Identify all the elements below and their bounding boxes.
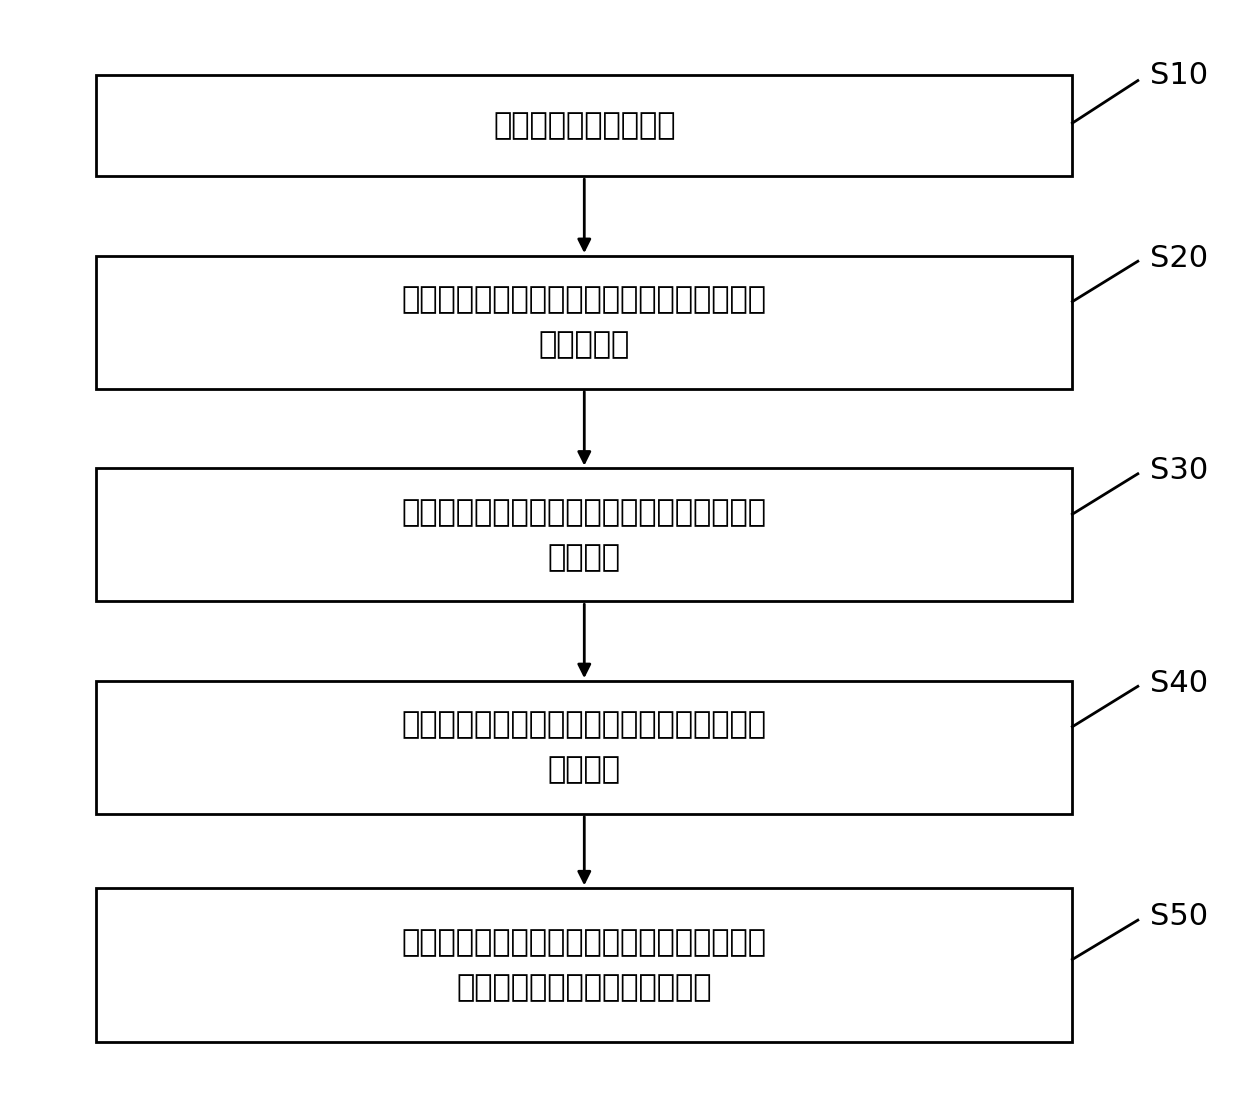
Text: 根据表面纹理图像，确定脸部图像的脸部轮廓: 根据表面纹理图像，确定脸部图像的脸部轮廓: [402, 498, 766, 527]
Text: 肉纹理图像: 肉纹理图像: [538, 330, 630, 359]
Text: S40: S40: [1149, 669, 1208, 697]
Text: S30: S30: [1149, 456, 1208, 485]
Text: S50: S50: [1149, 902, 1208, 931]
Text: 对称情况: 对称情况: [548, 542, 621, 571]
Text: S10: S10: [1149, 61, 1208, 90]
Text: 根据脸部轮廓对称情况和脸部肌肉对称情况，: 根据脸部轮廓对称情况和脸部肌肉对称情况，: [402, 929, 766, 958]
Text: 根据肌肉纹理图像，确定脸部图像的脸部肌肉: 根据肌肉纹理图像，确定脸部图像的脸部肌肉: [402, 711, 766, 739]
FancyBboxPatch shape: [97, 681, 1073, 814]
FancyBboxPatch shape: [97, 256, 1073, 389]
Text: 对称情况: 对称情况: [548, 755, 621, 784]
FancyBboxPatch shape: [97, 75, 1073, 176]
Text: S20: S20: [1149, 244, 1208, 272]
Text: 根据获取的脸部图像，生成表面纹理图像和肌: 根据获取的脸部图像，生成表面纹理图像和肌: [402, 286, 766, 314]
FancyBboxPatch shape: [97, 888, 1073, 1043]
FancyBboxPatch shape: [97, 468, 1073, 601]
Text: 获取待识别的脸部图像: 获取待识别的脸部图像: [494, 112, 676, 141]
Text: 生成用于调整脸部对称性的建议: 生成用于调整脸部对称性的建议: [456, 973, 712, 1002]
